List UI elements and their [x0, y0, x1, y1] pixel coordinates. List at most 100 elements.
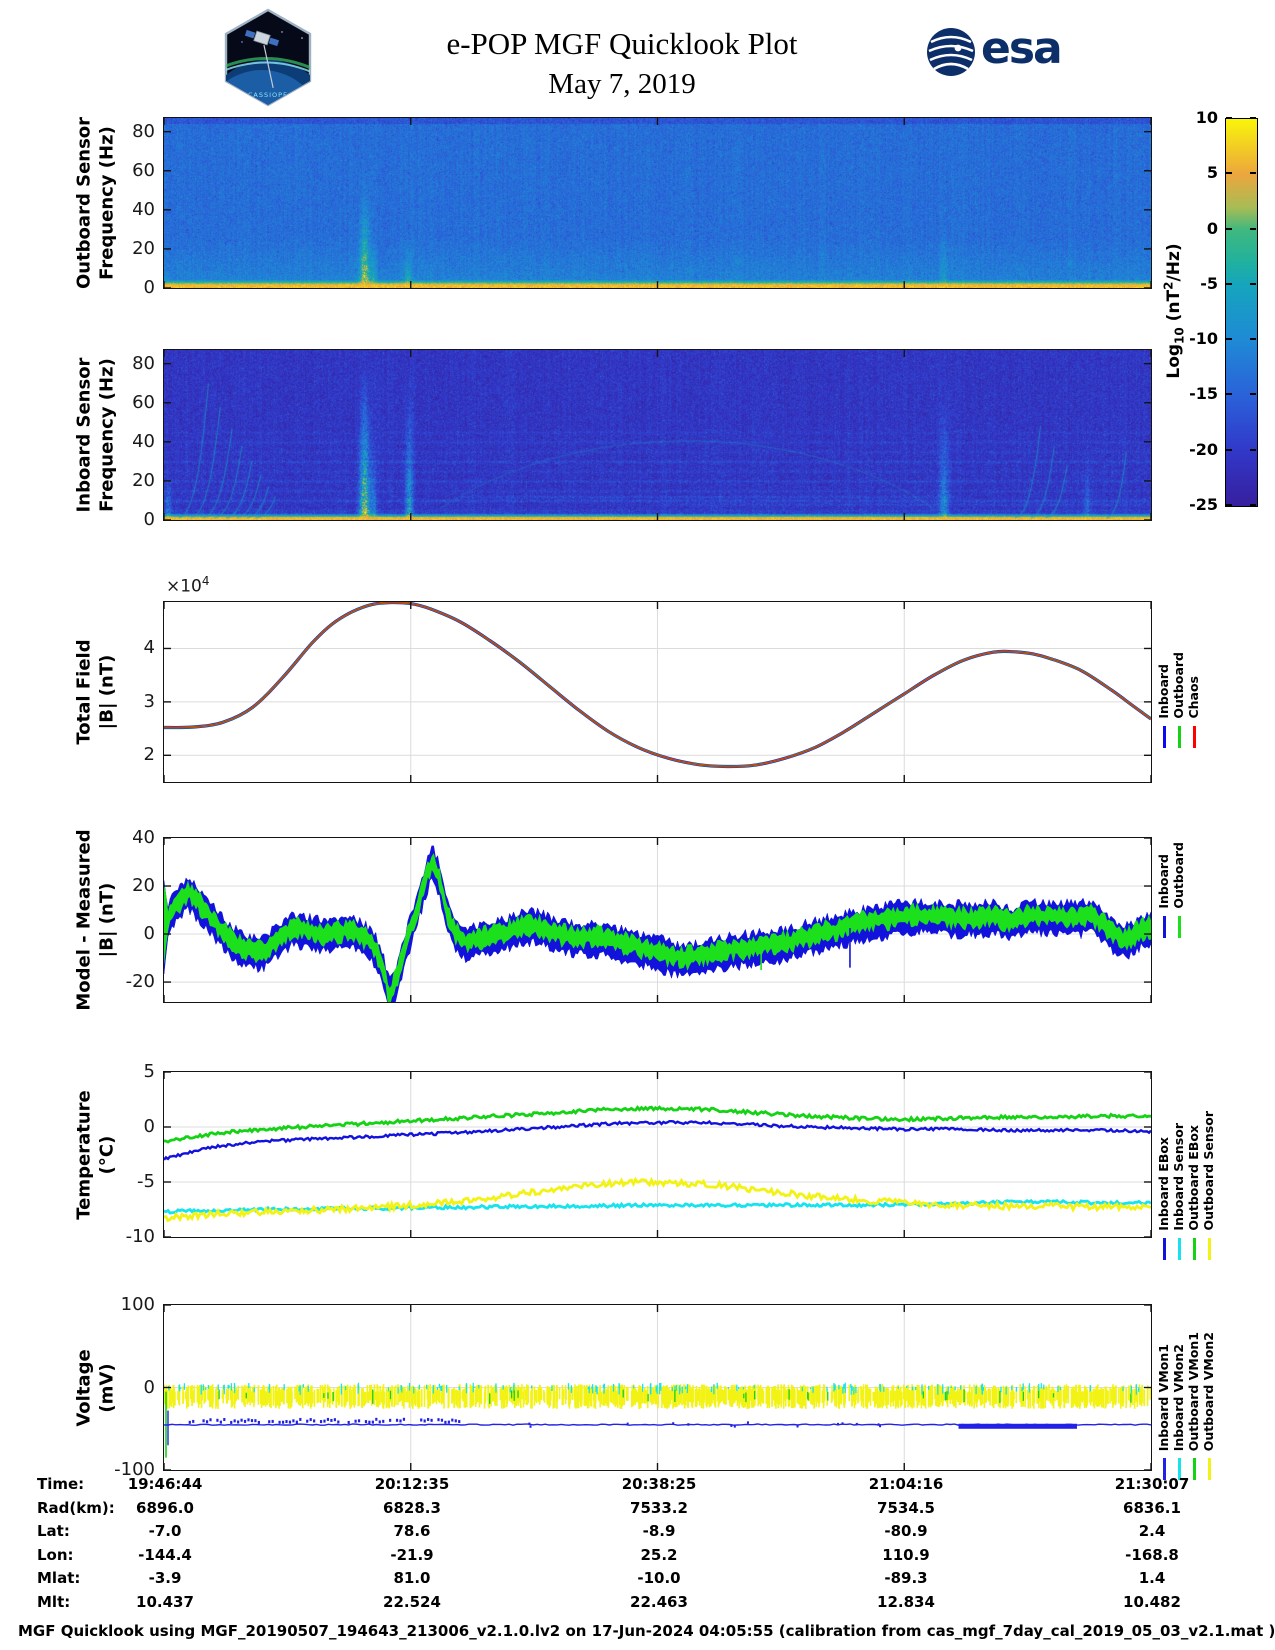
- colorbar-tick-mark: [1250, 504, 1256, 506]
- ephemeris-value: -168.8: [1125, 1545, 1179, 1564]
- ephemeris-value: -80.9: [884, 1522, 928, 1540]
- legend-color-tick: [1163, 1238, 1166, 1260]
- legend-entry: Inboard Sensor: [1171, 1123, 1187, 1260]
- ephemeris-row-label: Mlt:: [37, 1592, 71, 1611]
- legend-label: Inboard VMon1: [1156, 1343, 1172, 1451]
- ephemeris-value: 2.4: [1138, 1522, 1166, 1540]
- y-tick-label: 2: [143, 744, 155, 766]
- total-field-legend: Inboard Outboard Chaos: [1156, 652, 1202, 748]
- ephemeris-value: 25.2: [640, 1545, 678, 1564]
- colorbar-tick-mark: [1226, 504, 1232, 506]
- colorbar-tick-mark: [1226, 117, 1232, 119]
- voltage-legend: Inboard VMon1 Inboard VMon2 Outboard VMon1…: [1156, 1331, 1217, 1480]
- y-tick-label: 80: [132, 352, 155, 374]
- ephemeris-row-label: Lat:: [37, 1522, 70, 1540]
- ephemeris-value: 12.834: [877, 1592, 935, 1611]
- ephemeris-value: 78.6: [393, 1522, 431, 1540]
- model-minus-measured-legend: Inboard Outboard: [1156, 842, 1187, 938]
- ephemeris-value: 1.4: [1138, 1569, 1166, 1587]
- legend-entry: Chaos: [1186, 676, 1202, 748]
- legend-label: Outboard EBox: [1186, 1125, 1202, 1231]
- legend-entry: Inboard EBox: [1156, 1137, 1172, 1260]
- y-tick-label: 0: [143, 277, 155, 298]
- legend-color-tick: [1163, 726, 1166, 748]
- colorbar-label: Log10 (nT2/Hz): [1161, 243, 1187, 379]
- y-tick-label: 40: [132, 430, 155, 452]
- y-tick-label: 100: [120, 1294, 155, 1315]
- y-tick-label: 4: [143, 637, 155, 659]
- colorbar-tick-mark: [1250, 282, 1256, 285]
- ephemeris-value: 20:38:25: [621, 1475, 697, 1493]
- colorbar-tick-mark: [1250, 393, 1256, 396]
- colorbar-tick-label: -5: [1200, 273, 1218, 293]
- ephemeris-value: 6836.1: [1123, 1498, 1181, 1517]
- colorbar-tick-mark: [1226, 172, 1232, 175]
- esa-logo-text: esa: [981, 23, 1063, 74]
- ephemeris-row-label: Rad(km):: [37, 1498, 115, 1517]
- legend-label: Inboard: [1156, 854, 1172, 909]
- y-tick-label: -5: [137, 1171, 155, 1192]
- colorbar-tick-label: -20: [1189, 439, 1218, 459]
- colorbar-tick-mark: [1250, 117, 1256, 119]
- legend-entry: Inboard VMon1: [1156, 1343, 1172, 1480]
- inboard-spectrogram-panel: [163, 349, 1152, 521]
- legend-label: Inboard VMon2: [1171, 1343, 1187, 1451]
- colorbar: [1225, 118, 1258, 507]
- ephemeris-value: -3.9: [148, 1569, 182, 1587]
- legend-label: Inboard: [1156, 664, 1172, 719]
- y-tick-label: 80: [132, 120, 155, 142]
- ephemeris-value: 19:46:44: [127, 1475, 203, 1493]
- legend-label: Outboard VMon1: [1186, 1331, 1202, 1451]
- cassiope-patch-graphic: CASSIOPE: [224, 8, 312, 107]
- colorbar-tick-mark: [1226, 448, 1232, 451]
- plot-title: e-POP MGF Quicklook Plot: [446, 26, 798, 61]
- colorbar-tick-mark: [1250, 338, 1256, 341]
- inboard_spectrogram-surface: [164, 350, 1151, 520]
- legend-color-tick: [1208, 1458, 1211, 1480]
- colorbar-tick-mark: [1226, 338, 1232, 341]
- ephemeris-value: 81.0: [393, 1569, 431, 1587]
- temperature-legend: Inboard EBox Inboard Sensor Outboard EBox O…: [1156, 1111, 1217, 1260]
- plot-date: May 7, 2019: [548, 68, 696, 100]
- ephemeris-value: 6828.3: [383, 1498, 441, 1517]
- legend-label: Chaos: [1186, 676, 1202, 719]
- total-field-scale-label: ×104: [166, 574, 210, 597]
- legend-color-tick: [1178, 1458, 1181, 1480]
- legend-color-tick: [1193, 1458, 1196, 1480]
- colorbar-tick-mark: [1250, 448, 1256, 451]
- y-tick-label: 20: [132, 469, 155, 491]
- ephemeris-value: -144.4: [138, 1545, 192, 1564]
- legend-entry: Outboard VMon2: [1201, 1331, 1217, 1480]
- legend-color-tick: [1178, 916, 1181, 938]
- legend-label: Outboard Sensor: [1201, 1111, 1217, 1231]
- colorbar-tick-mark: [1250, 172, 1256, 175]
- legend-entry: Outboard Sensor: [1201, 1111, 1217, 1260]
- colorbar-tick-label: 10: [1195, 108, 1218, 127]
- esa-logo: esa: [925, 23, 1063, 78]
- legend-color-tick: [1163, 916, 1166, 938]
- model-minus-measured-panel: [163, 837, 1152, 1003]
- colorbar-tick-mark: [1250, 227, 1256, 230]
- legend-entry: Outboard: [1171, 652, 1187, 748]
- cassiope-mission-patch: CASSIOPE: [222, 8, 314, 111]
- colorbar-tick-label: -15: [1189, 384, 1218, 404]
- colorbar-tick-label: -10: [1189, 329, 1218, 349]
- y-tick-label: 60: [132, 391, 155, 413]
- legend-label: Outboard VMon2: [1201, 1331, 1217, 1451]
- y-tick-label: 20: [132, 237, 155, 259]
- y-tick-label: 3: [143, 690, 155, 712]
- patch-mission-name: CASSIOPE: [248, 91, 288, 99]
- total-field-panel: [163, 601, 1152, 783]
- legend-entry: Inboard VMon2: [1171, 1343, 1187, 1480]
- colorbar-tick-mark: [1226, 393, 1232, 396]
- colorbar-tick-mark: [1226, 282, 1232, 285]
- esa-globe-icon: [927, 28, 975, 76]
- ephemeris-value: -10.0: [637, 1569, 681, 1587]
- footer-provenance-text: MGF Quicklook using MGF_20190507_194643_…: [18, 1622, 1275, 1640]
- ephemeris-value: 7534.5: [877, 1498, 935, 1517]
- legend-color-tick: [1178, 1238, 1181, 1260]
- ephemeris-value: 22.524: [383, 1592, 441, 1611]
- y-tick-label: -20: [125, 971, 155, 993]
- legend-entry: Inboard: [1156, 664, 1172, 748]
